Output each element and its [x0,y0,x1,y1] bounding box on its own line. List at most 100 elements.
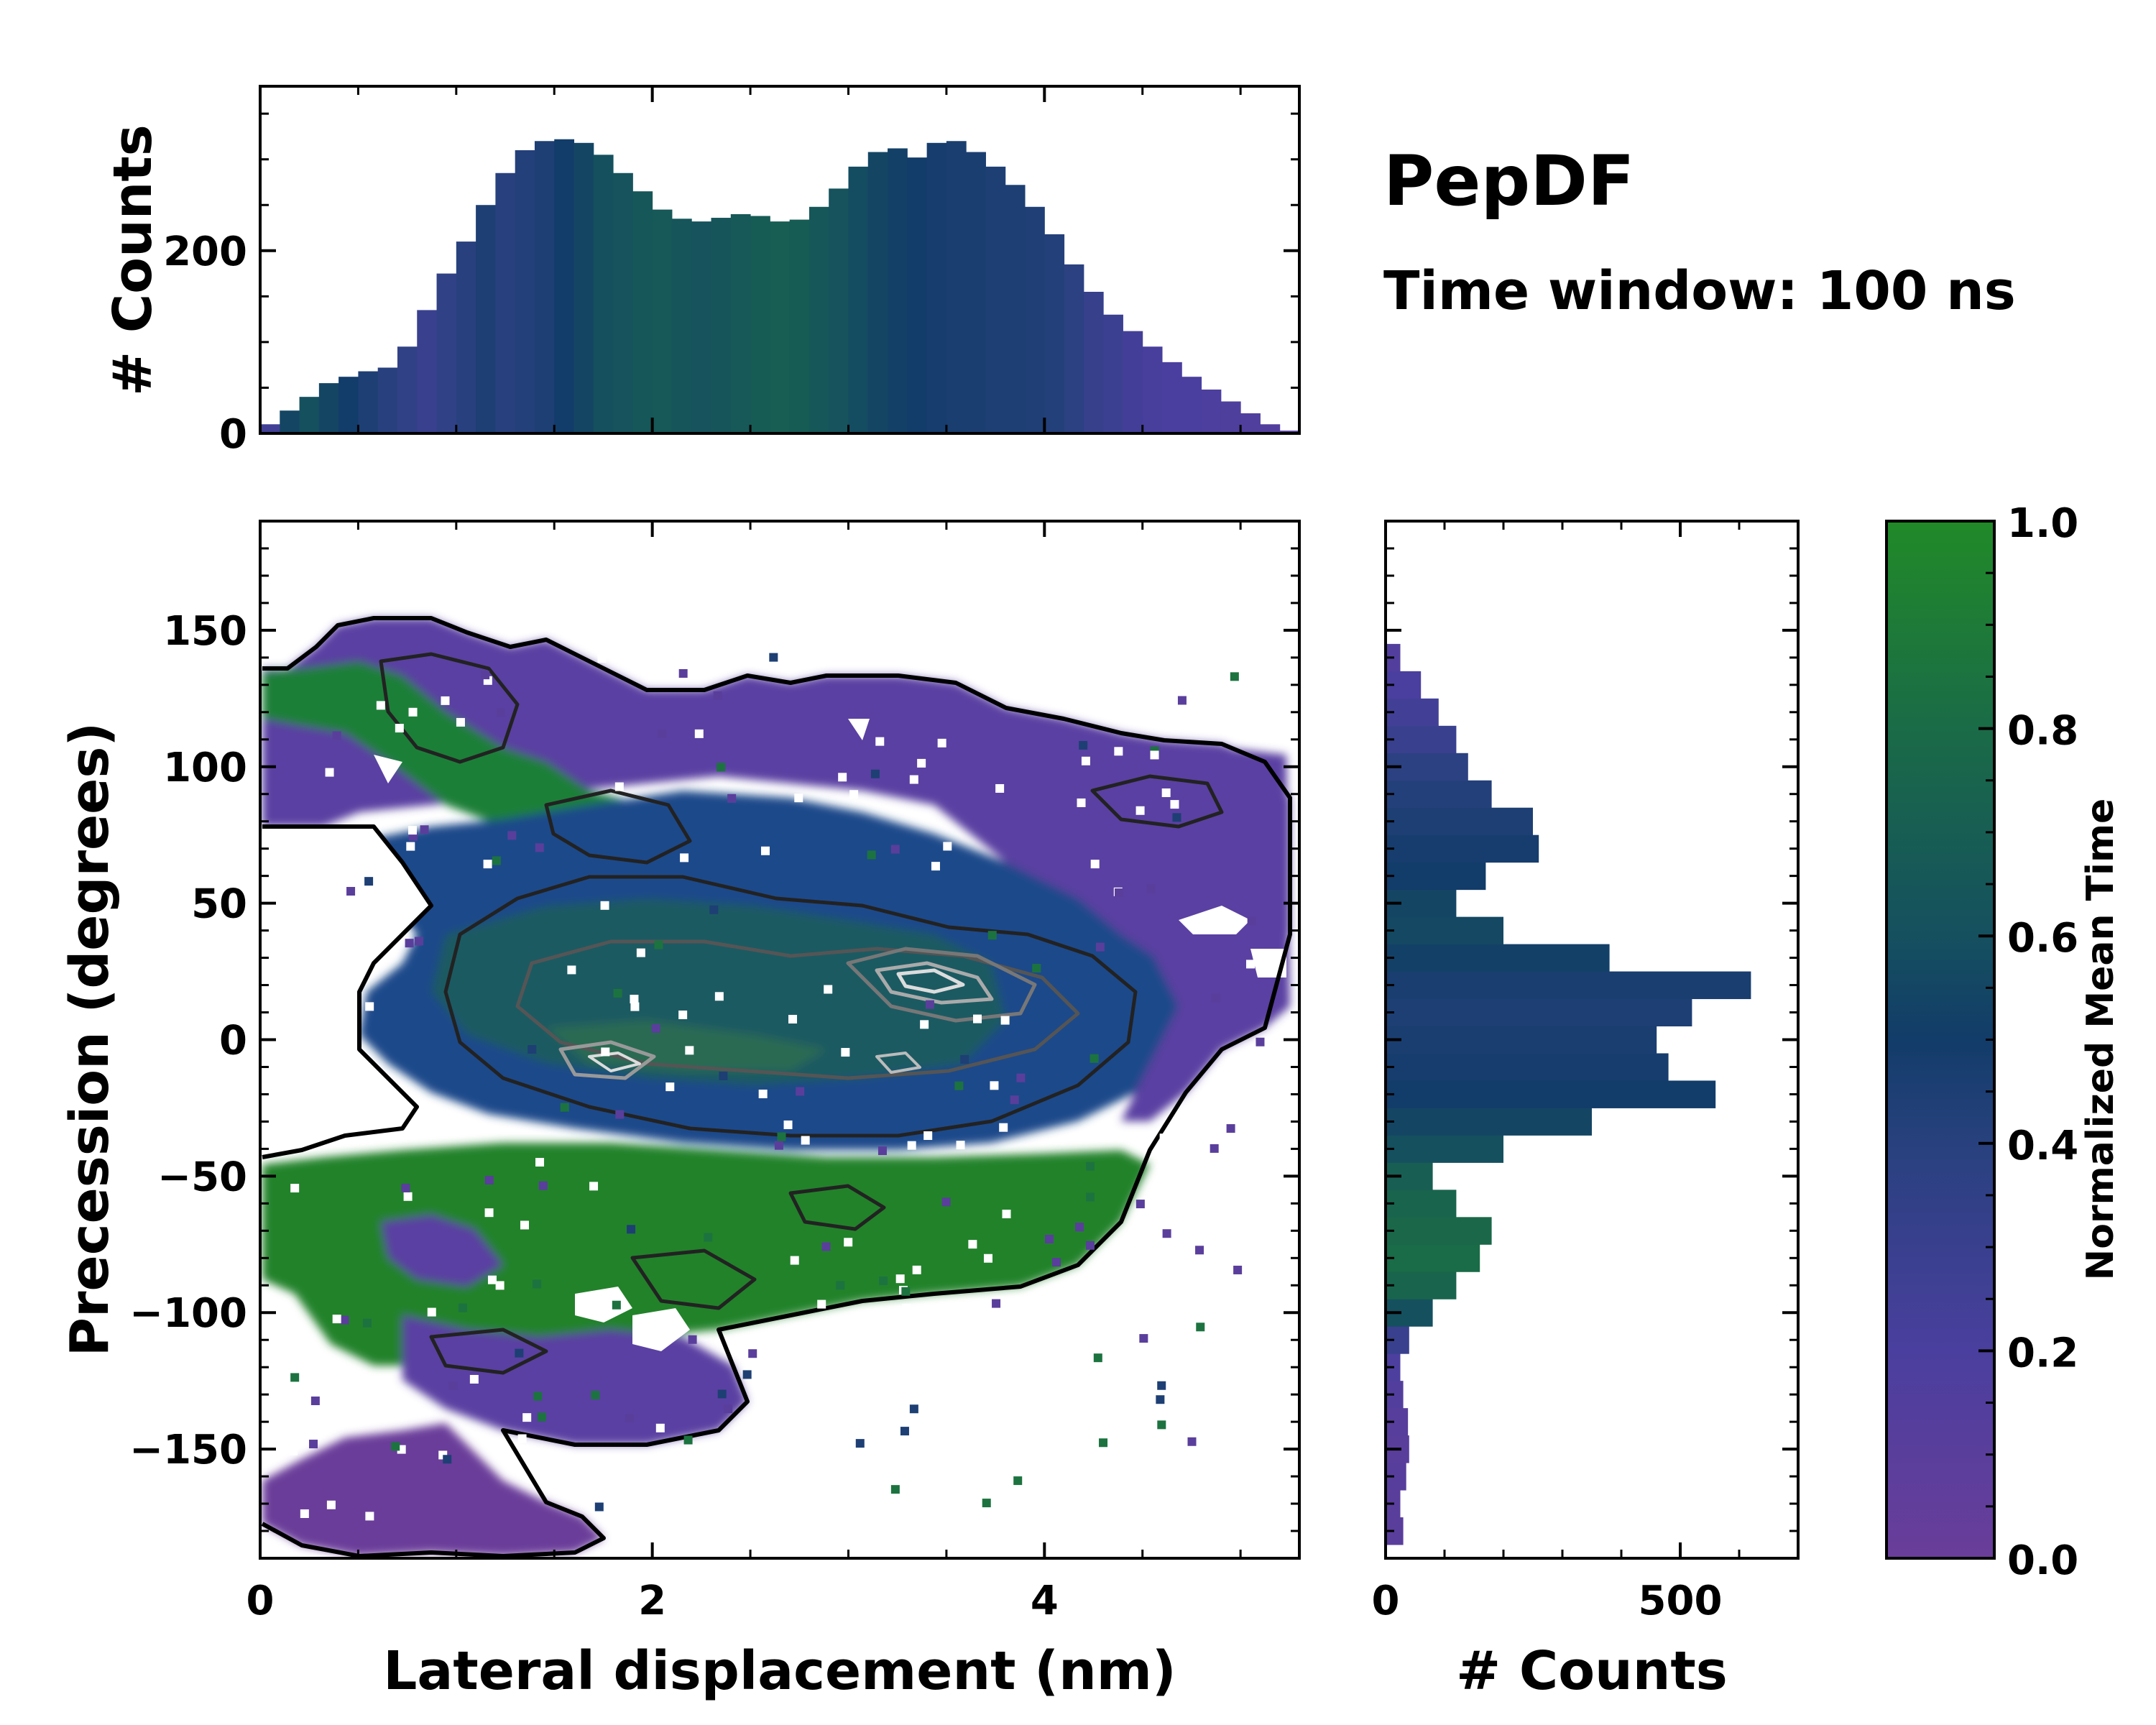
heatmap-pixel [507,831,517,840]
heatmap-pixel [821,1358,830,1368]
top-histogram-bar [671,218,692,433]
heatmap-pixel [1013,1476,1023,1486]
right-histogram-bar [1386,862,1486,891]
heatmap-pixel [615,1110,625,1119]
heatmap-pixel [717,1389,727,1399]
heatmap-pixel [973,1014,982,1024]
heatmap-pixel [1192,651,1202,661]
heatmap-pixel [709,905,719,914]
heatmap-pixel [601,1047,610,1057]
heatmap-pixel [340,898,349,907]
right-histogram-bar [1386,1217,1492,1245]
right-histogram-bar [1386,834,1539,863]
top-histogram-bar [318,383,339,433]
heatmap-pixel [968,1240,977,1249]
top-histogram-bar [867,152,888,433]
heatmap-pixel [1217,1067,1226,1076]
heatmap-pixel [332,1315,341,1324]
heatmap-pixel [597,654,607,663]
heatmap-pixel [443,1455,452,1464]
heatmap-pixel [484,1208,494,1218]
top-histogram-x-ticks [259,86,1242,433]
right-histogram-bar [1386,725,1457,754]
heatmap-pixel [979,1317,988,1327]
heatmap-pixel [487,1275,497,1284]
heatmap-pixel [758,1089,768,1098]
heatmap-pixel [824,985,833,994]
right-histogram-bar [1386,780,1492,809]
heatmap-pixel [537,1412,546,1422]
heatmap-pixel [1161,788,1171,797]
heatmap-pixel [777,1132,786,1141]
heatmap-pixel [567,965,576,975]
colorbar-tick-label: 0.2 [2007,1330,2078,1376]
top-histogram-bar [1240,413,1261,433]
heatmap-pixel [836,1281,845,1290]
joint-x-tick-label: 0 [247,1578,275,1624]
top-histogram-bar [888,148,908,433]
top-histogram-bar [358,371,379,433]
heatmap-pixel [612,1300,621,1310]
top-y-tick-label: 0 [219,411,247,458]
right-histogram-y-ticks [1386,547,1798,1532]
right-histogram-bar [1386,1108,1592,1136]
top-histogram-bar [691,221,712,433]
top-histogram-bar [1025,206,1045,433]
heatmap-pixel [403,1192,413,1201]
heatmap-pixel [917,758,926,768]
heatmap-pixel [630,1002,640,1011]
heatmap-pixel [314,908,323,918]
top-histogram-y-ticks: 0 200 [163,112,1299,458]
top-histogram-bar [495,172,516,433]
top-histogram-bar [711,218,732,433]
top-histogram-bar [1044,234,1065,433]
joint-y-tick-label: 0 [219,1018,247,1064]
joint-x-label: Lateral displacement (nm) [383,1640,1176,1702]
right-x-tick-label: 500 [1639,1578,1723,1624]
heatmap-pixel [1241,1248,1250,1257]
heatmap-pixel [1147,1207,1156,1216]
heatmap-pixel [1115,888,1124,898]
heatmap-pixel [365,1002,374,1011]
heatmap-pixel [325,768,334,777]
heatmap-pixel [1077,798,1086,807]
heatmap-pixel [1233,1265,1243,1274]
heatmap-pixel [1079,740,1088,750]
joint-y-tick-label: −150 [129,1427,247,1473]
heatmap-pixel [923,1131,933,1140]
heatmap-pixel [1245,960,1255,969]
heatmap-pixel [1196,1322,1205,1332]
top-histogram-bar [848,166,869,433]
heatmap-pixel [1211,993,1220,1003]
heatmap-pixel [535,1157,545,1167]
top-histogram-bar [652,209,673,433]
top-histogram-bar [966,152,986,433]
heatmap-pixel [841,1048,850,1057]
heatmap-pixel [405,939,414,948]
heatmap-pixel [326,1500,336,1509]
heatmap-pixel [724,1404,733,1414]
top-histogram-bar [280,410,300,433]
heatmap-pixel [902,1304,911,1313]
top-histogram-bar [476,205,496,433]
heatmap-pixel [1177,696,1187,705]
heatmap-pixel [906,1353,916,1362]
top-histogram-bar [338,377,359,433]
top-histogram-bars [260,139,1300,434]
heatmap-pixel [1265,683,1274,692]
heatmap-pixel [727,794,737,803]
heatmap-pixel [794,794,803,803]
heatmap-pixel [658,729,667,738]
heatmap-pixel [890,845,900,854]
joint-y-ticks: −150 −100 −50 0 50 100 150 [129,547,1299,1532]
top-histogram-bar [613,172,633,433]
heatmap-pixel [1230,672,1239,681]
heatmap-pixel [746,651,755,661]
heatmap-pixel [1156,1395,1165,1404]
right-histogram-bar [1386,1271,1457,1300]
heatmap-pixel [1180,1392,1189,1402]
heatmap-pixel [983,1334,992,1343]
heatmap-pixel [844,1238,853,1247]
heatmap-pixel [1114,747,1123,756]
heatmap-pixel [1016,1073,1026,1082]
